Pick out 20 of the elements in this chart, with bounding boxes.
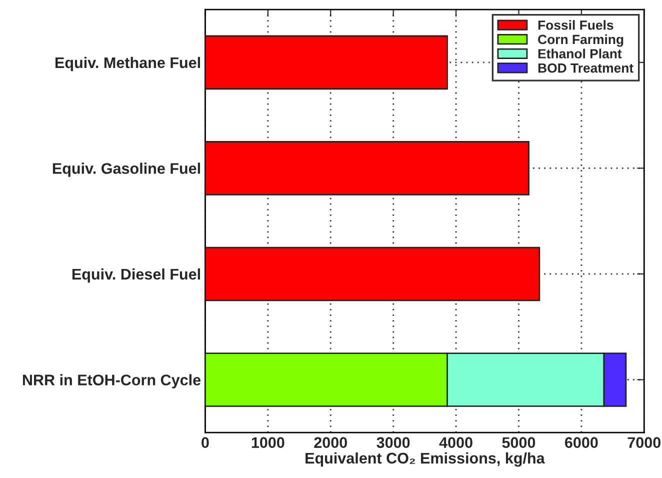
- y-tick-label: Equiv. Gasoline Fuel: [52, 162, 200, 177]
- bar: [205, 246, 540, 302]
- x-tick-label: 1000: [252, 437, 284, 448]
- y-tick-label: Equiv. Diesel Fuel: [72, 268, 200, 283]
- x-tick-label: 6000: [564, 437, 598, 448]
- x-tick-label: 7000: [628, 437, 660, 448]
- legend-label: Corn Farming: [538, 34, 624, 47]
- x-tick-label: 5000: [502, 437, 536, 448]
- x-axis-title: Equivalent CO₂ Emissions, kg/ha: [306, 452, 545, 467]
- legend-label: BOD Treatment: [538, 63, 634, 73]
- legend-label: Ethanol Plant: [538, 48, 622, 58]
- legend-label: Fossil Fuels: [538, 20, 614, 30]
- bar: [205, 35, 448, 90]
- x-tick-label: 2000: [314, 437, 347, 448]
- y-tick-label: Equiv. Methane Fuel: [56, 56, 200, 72]
- x-tick-label: 3000: [376, 437, 410, 448]
- bar: [205, 141, 530, 196]
- x-tick-label: 0: [202, 437, 209, 448]
- x-tick-label: 4000: [439, 437, 472, 448]
- y-tick-label: NRR in EtOH-Corn Cycle: [22, 374, 201, 388]
